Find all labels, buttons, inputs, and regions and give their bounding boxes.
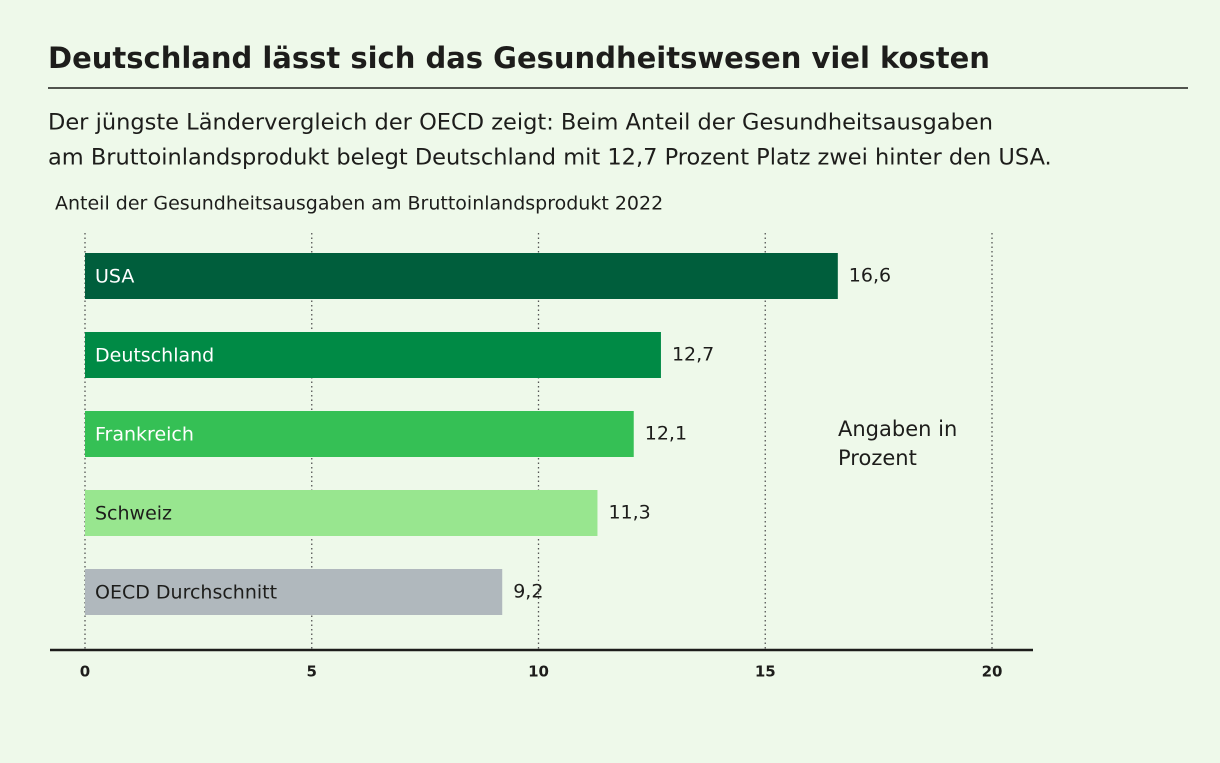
chart-title: Deutschland lässt sich das Gesundheitswe… — [48, 41, 990, 75]
x-tick-label: 15 — [755, 663, 776, 681]
value-label: 12,1 — [645, 423, 687, 445]
category-label: Frankreich — [95, 424, 194, 446]
bar — [85, 569, 503, 615]
x-tick-label: 10 — [528, 663, 549, 681]
subtitle-line: Der jüngste Ländervergleich der OECD zei… — [48, 110, 993, 136]
x-tick-label: 0 — [80, 663, 90, 681]
value-label: 12,7 — [672, 344, 714, 366]
annotation: Angaben in — [838, 417, 957, 441]
x-tick-label: 20 — [982, 663, 1003, 681]
category-label: Schweiz — [95, 503, 172, 525]
chart-subtitle: Anteil der Gesundheitsausgaben am Brutto… — [55, 193, 663, 215]
bar — [85, 332, 661, 378]
category-label: OECD Durchschnitt — [95, 582, 277, 604]
bar — [85, 253, 838, 299]
bar — [85, 490, 598, 536]
bar — [85, 411, 634, 457]
annotation: Prozent — [838, 446, 917, 470]
category-label: USA — [95, 266, 134, 288]
x-tick-label: 5 — [307, 663, 317, 681]
value-label: 9,2 — [513, 581, 543, 603]
category-label: Deutschland — [95, 345, 214, 367]
subtitle-line: am Bruttoinlandsprodukt belegt Deutschla… — [48, 145, 1052, 171]
value-label: 11,3 — [608, 502, 650, 524]
value-label: 16,6 — [849, 265, 891, 287]
